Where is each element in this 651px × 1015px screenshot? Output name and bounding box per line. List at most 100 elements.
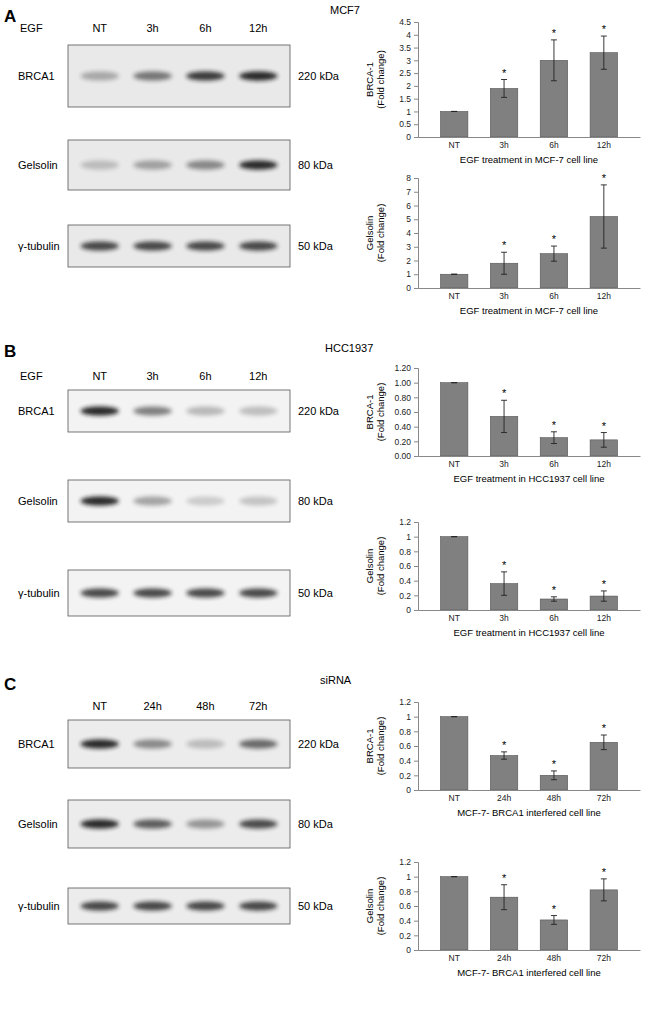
error-bar: [551, 597, 557, 601]
x-tick: NT: [448, 950, 459, 963]
plot-marks: [440, 717, 617, 790]
x-axis-title: EGF treatment in HCC1937 cell line: [453, 473, 604, 484]
blot-band: [239, 902, 277, 911]
panel: AMCF7EGFNT3h6h12hBRCA1220 kDaGelsolin80 …: [4, 4, 360, 267]
x-tick: 3h: [499, 456, 509, 469]
blot-band: [186, 820, 224, 829]
x-tick: 12h: [597, 288, 611, 301]
plot-marks: [440, 877, 617, 950]
error-cap: [501, 97, 507, 98]
x-tick: 3h: [499, 288, 509, 301]
significance: *: [602, 172, 607, 184]
significance: *: [552, 419, 557, 431]
blot-band: [81, 161, 119, 170]
y-axis: 00.511.522.533.544.5: [399, 17, 418, 142]
significance: *: [552, 903, 557, 915]
x-tick-label: NT: [448, 459, 459, 469]
y-tick-label: 0.00: [394, 451, 411, 461]
panel-title: MCF7: [330, 4, 360, 16]
y-tick: 6: [406, 201, 418, 211]
y-tick-label: 0.8: [399, 887, 411, 897]
y-tick-mark: [414, 921, 418, 922]
y-tick-label: 1: [406, 872, 411, 882]
error-bar: [551, 771, 557, 780]
blot-band: [81, 497, 119, 506]
significance: *: [552, 758, 557, 770]
plot-marks: [440, 185, 617, 288]
y-tick-mark: [414, 73, 418, 74]
x-tick-label: 6h: [549, 140, 559, 150]
y-axis-title: BRCA-1(Fold change): [364, 50, 386, 109]
y-tick-mark: [414, 383, 418, 384]
y-tick-label: 6: [406, 201, 411, 211]
y-tick: 0: [406, 132, 418, 142]
significance: *: [552, 233, 557, 245]
y-tick-label: 0.60: [394, 407, 411, 417]
y-tick: 2: [406, 256, 418, 266]
plot-marks: [440, 383, 617, 456]
y-tick-label: 0: [406, 945, 411, 955]
error-cap: [451, 274, 457, 275]
x-axis: NT 3h 6h 12h: [419, 288, 641, 301]
y-tick: 3: [406, 242, 418, 252]
x-tick-label: 24h: [497, 953, 511, 963]
y-tick-mark: [414, 412, 418, 413]
error-bar: [451, 382, 457, 383]
y-axis-line: [414, 703, 419, 791]
significance: *: [602, 866, 607, 878]
error-cap: [451, 382, 457, 383]
y-tick-mark: [414, 233, 418, 234]
x-tick: 72h: [597, 790, 611, 803]
x-tick-label: 3h: [499, 459, 509, 469]
x-axis-line: [419, 137, 641, 138]
error-stem: [504, 80, 505, 98]
error-bar: [501, 252, 507, 274]
error-bar: [551, 432, 557, 444]
error-cap: [601, 601, 607, 602]
x-tick-label: 48h: [547, 793, 561, 803]
size-label: 50 kDa: [298, 900, 334, 912]
x-tick-label: 24h: [497, 793, 511, 803]
error-cap: [501, 751, 507, 752]
error-cap: [501, 274, 507, 275]
x-tick-label: 6h: [549, 291, 559, 301]
y-tick: 0.60: [394, 407, 418, 417]
error-stem: [603, 735, 604, 750]
y-tick-label: 4: [406, 30, 411, 40]
y-tick: 1: [406, 532, 418, 542]
lane-label: NT: [92, 22, 107, 34]
blot-frame: [68, 390, 290, 432]
x-tick-label: NT: [448, 613, 459, 623]
bar-chart: 00.511.522.533.544.5NT3h6h12h***BRCA-1(F…: [364, 17, 641, 165]
y-axis: 00.20.40.60.811.2: [399, 517, 418, 615]
blot-band: [239, 407, 277, 416]
y-tick-mark: [414, 137, 418, 138]
y-tick-label: 0.20: [394, 437, 411, 447]
y-tick: 1.20: [394, 363, 418, 373]
y-tick-mark: [414, 192, 418, 193]
x-tick: 24h: [497, 790, 511, 803]
y-tick-mark: [414, 48, 418, 49]
size-label: 50 kDa: [298, 240, 334, 252]
x-tick: 72h: [597, 950, 611, 963]
bar: [440, 877, 467, 950]
y-axis-title: BRCA-1(Fold change): [364, 717, 386, 776]
y-tick-label: 5: [406, 214, 411, 224]
panel-letter: A: [4, 7, 16, 26]
significance: *: [502, 559, 507, 571]
size-label: 220 kDa: [298, 405, 340, 417]
y-tick-mark: [414, 790, 418, 791]
error-cap: [501, 400, 507, 401]
x-tick-label: NT: [448, 793, 459, 803]
x-axis-line: [419, 790, 641, 791]
error-stem: [603, 185, 604, 248]
y-axis-line: [414, 523, 419, 611]
y-tick: 1.2: [399, 697, 418, 707]
x-tick: 12h: [597, 137, 611, 150]
x-axis-title: EGF treatment in MCF-7 cell line: [460, 305, 598, 316]
y-tick-label: 1.2: [399, 517, 411, 527]
y-tick-label: 0.5: [399, 119, 411, 129]
blot-band: [239, 740, 277, 749]
y-axis-line: [414, 369, 419, 457]
x-tick: NT: [448, 288, 459, 301]
